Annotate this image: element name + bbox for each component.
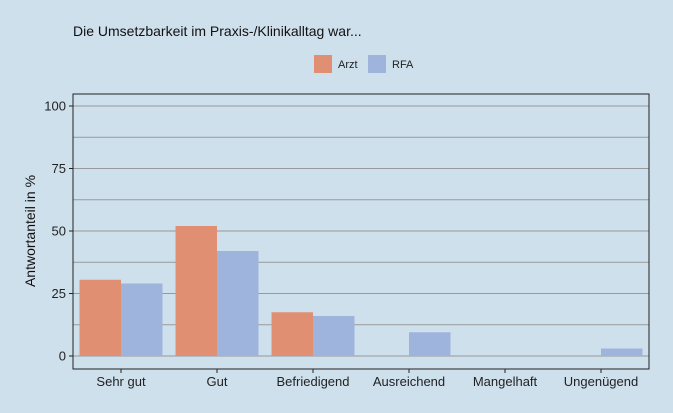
x-tick-label: Ausreichend bbox=[373, 374, 445, 389]
y-tick-label: 75 bbox=[52, 161, 66, 176]
bars bbox=[79, 226, 643, 356]
legend-label-arzt: Arzt bbox=[338, 59, 358, 71]
y-axis: 0 25 50 75 100 bbox=[44, 99, 73, 364]
x-axis: Sehr gut Gut Befriedigend Ausreichend Mangel… bbox=[96, 369, 638, 389]
x-tick-label: Gut bbox=[207, 374, 228, 389]
bar-arzt bbox=[271, 312, 313, 356]
gridlines bbox=[73, 105, 649, 357]
x-tick-label: Mangelhaft bbox=[473, 374, 538, 389]
y-tick-label: 0 bbox=[59, 349, 66, 364]
bar-rfa bbox=[121, 283, 163, 356]
chart-title: Die Umsetzbarkeit im Praxis-/Klinikallta… bbox=[73, 23, 362, 39]
y-axis-title: Antwortanteil in % bbox=[22, 175, 38, 287]
legend-label-rfa: RFA bbox=[392, 59, 414, 71]
x-tick-label: Ungenügend bbox=[564, 374, 638, 389]
y-tick-label: 25 bbox=[52, 286, 66, 301]
bar-arzt bbox=[175, 226, 217, 356]
bar-rfa bbox=[217, 251, 259, 356]
bar-arzt bbox=[79, 279, 121, 356]
bar-rfa bbox=[409, 332, 451, 356]
chart-legend: Arzt RFA bbox=[314, 55, 414, 73]
bar-rfa bbox=[313, 316, 355, 356]
x-tick-label: Sehr gut bbox=[96, 374, 146, 389]
legend-swatch-rfa bbox=[368, 55, 386, 73]
x-tick-label: Befriedigend bbox=[277, 374, 350, 389]
legend-swatch-arzt bbox=[314, 55, 332, 73]
y-tick-label: 50 bbox=[52, 224, 66, 239]
bar-rfa bbox=[601, 348, 643, 356]
y-tick-label: 100 bbox=[44, 99, 66, 114]
